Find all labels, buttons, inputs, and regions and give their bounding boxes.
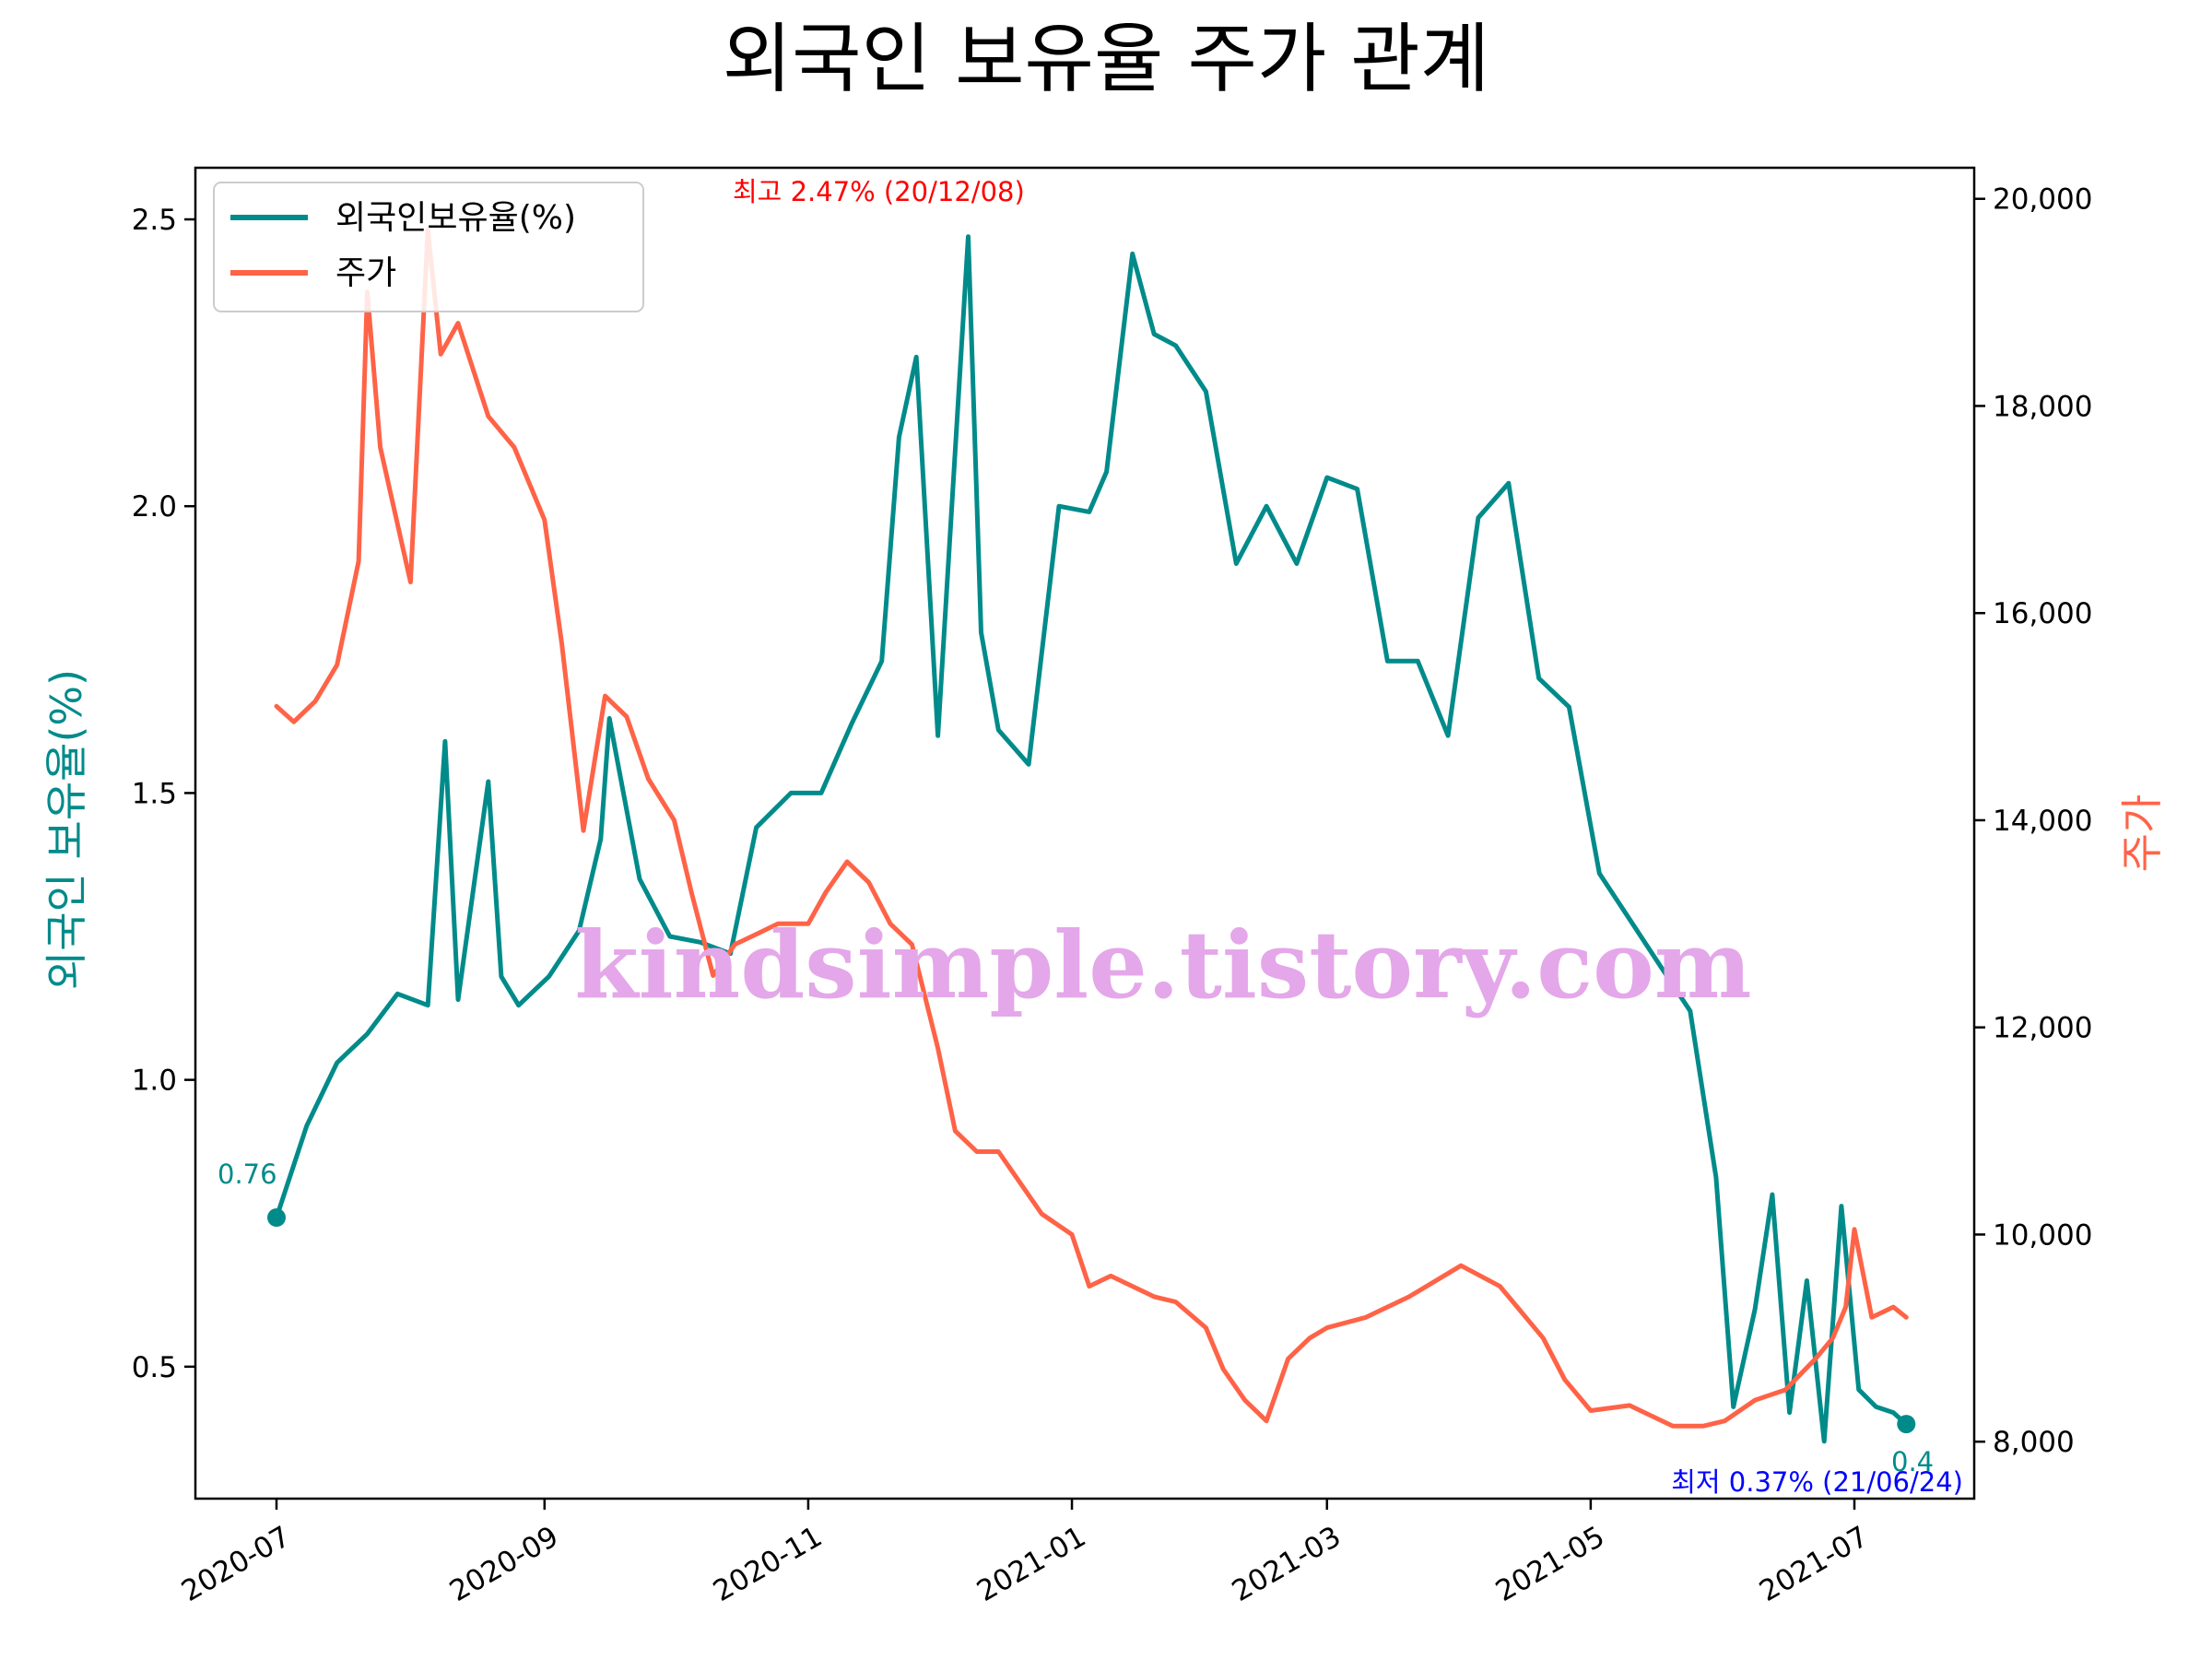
- start-value-label: 0.76: [218, 1159, 277, 1190]
- y-right-tick-label: 14,000: [1993, 805, 2092, 838]
- x-tick-label: 2021-05: [1490, 1520, 1610, 1608]
- legend-box: [213, 182, 644, 312]
- plot-area: [267, 227, 1916, 1444]
- x-tick-label: 2021-03: [1227, 1520, 1347, 1608]
- y-left-tick-label: 1.0: [132, 1065, 177, 1098]
- end-marker: [1897, 1415, 1916, 1434]
- legend-label-ratio: 외국인보유율(%): [335, 199, 576, 237]
- annotations: 최고 2.47% (20/12/08) 최저 0.37% (21/06/24) …: [218, 176, 1963, 1498]
- x-tick-label: 2020-11: [708, 1520, 828, 1608]
- y-axis-left: 0.5 1.0 1.5 2.0 2.5: [132, 204, 195, 1384]
- y-right-tick-label: 18,000: [1993, 390, 2092, 423]
- x-axis: 2020-07 2020-09 2020-11 2021-01 2021-03 2021-…: [176, 1499, 1874, 1608]
- series-line-ratio: [274, 234, 1909, 1444]
- x-tick-label: 2021-07: [1754, 1520, 1874, 1608]
- end-value-label: 0.4: [1891, 1446, 1934, 1477]
- y-right-tick-label: 10,000: [1993, 1218, 2092, 1252]
- y-left-tick-label: 2.5: [132, 204, 177, 237]
- y-left-tick-label: 1.5: [132, 777, 177, 810]
- y-right-tick-label: 8,000: [1993, 1426, 2075, 1459]
- series-line-price: [274, 227, 1909, 1429]
- plot-frame: [194, 166, 1976, 1500]
- y-left-tick-label: 0.5: [132, 1351, 177, 1384]
- y-axis-left-label: 외국인 보유율(%): [41, 669, 91, 990]
- y-right-tick-label: 16,000: [1993, 597, 2092, 630]
- y-left-tick-label: 2.0: [132, 490, 177, 524]
- y-axis-right: 8,000 10,000 12,000 14,000 16,000 18,000 20,00…: [1974, 183, 2092, 1459]
- x-tick-label: 2020-07: [176, 1520, 296, 1608]
- start-marker: [267, 1208, 286, 1228]
- max-annotation: 최고 2.47% (20/12/08): [733, 176, 1025, 207]
- legend-label-price: 주가: [335, 254, 396, 292]
- y-axis-right-label: 주가: [2117, 794, 2167, 873]
- y-right-tick-label: 12,000: [1993, 1012, 2092, 1045]
- x-tick-label: 2020-09: [444, 1520, 564, 1608]
- min-annotation: 최저 0.37% (21/06/24): [1671, 1466, 1963, 1498]
- watermark: kindsimple.tistory.com: [574, 911, 1751, 1019]
- x-tick-label: 2021-01: [971, 1520, 1091, 1608]
- y-right-tick-label: 20,000: [1993, 183, 2092, 217]
- legend: 외국인보유율(%) 주가: [213, 182, 644, 312]
- chart-title: 외국인 보유율 주가 관계: [723, 16, 1490, 103]
